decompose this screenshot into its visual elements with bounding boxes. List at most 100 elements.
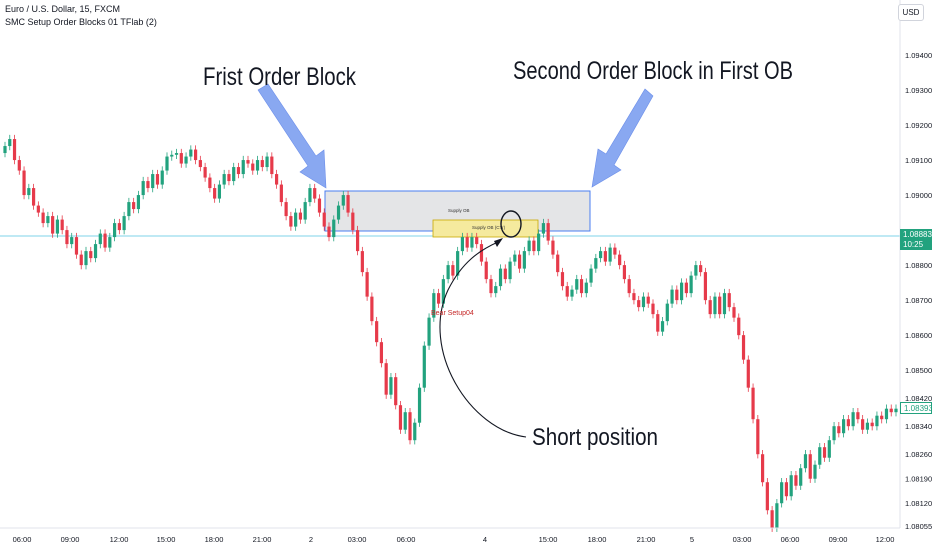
y-tick-label: 1.08500	[905, 366, 932, 375]
candle-body	[193, 149, 198, 161]
candle-body	[689, 275, 693, 294]
candle-body	[260, 160, 264, 168]
candle-body	[189, 149, 193, 157]
x-tick-label: 21:00	[253, 535, 272, 544]
currency-button[interactable]: USD	[898, 4, 924, 21]
candle-body	[522, 251, 526, 269]
candle-body	[456, 251, 460, 276]
candle-body	[556, 254, 560, 273]
candle-body	[265, 156, 269, 168]
candle-body	[575, 279, 579, 290]
candle-body	[613, 247, 617, 255]
candle-body	[594, 258, 598, 269]
candle-body	[103, 233, 107, 248]
candle-body	[170, 154, 174, 157]
candle-body	[222, 174, 226, 185]
candle-body	[603, 251, 607, 262]
candle-body	[775, 503, 779, 528]
candle-body	[93, 244, 98, 259]
candle-body	[780, 482, 784, 504]
x-tick-label: 09:00	[829, 535, 848, 544]
candle-body	[279, 184, 283, 203]
short-position-annotation: Short position	[532, 424, 658, 451]
candle-body	[537, 233, 541, 252]
candle-body	[203, 167, 207, 178]
candle-body	[227, 174, 231, 182]
candle-body	[274, 174, 279, 185]
x-tick-label: 03:00	[733, 535, 752, 544]
y-tick-label: 1.09100	[905, 156, 932, 165]
candle-body	[327, 226, 331, 238]
candle-body	[713, 296, 717, 315]
candle-body	[351, 212, 355, 231]
candle-body	[332, 219, 336, 238]
candle-body	[403, 412, 407, 430]
candle-body	[770, 510, 774, 528]
supply-ob-label: Supply OB	[448, 208, 470, 213]
candle-body	[146, 181, 150, 189]
candle-body	[756, 419, 760, 455]
candle-body	[132, 202, 136, 210]
candle-body	[751, 387, 755, 420]
candle-body	[270, 156, 274, 175]
candle-body	[89, 251, 93, 259]
candle-body	[8, 139, 12, 147]
x-tick-label: 06:00	[397, 535, 416, 544]
candle-body	[98, 233, 102, 245]
candle-body	[803, 454, 808, 469]
candle-body	[346, 195, 350, 213]
candle-body	[808, 454, 812, 479]
candle-body	[22, 170, 26, 196]
y-tick-label: 1.08340	[905, 422, 932, 431]
indicator-title[interactable]: SMC Setup Order Blocks 01 TFlab (2)	[5, 17, 157, 27]
candle-body	[646, 296, 650, 304]
symbol-title[interactable]: Euro / U.S. Dollar, 15, FXCM	[5, 4, 121, 14]
candle-body	[789, 475, 793, 497]
candle-body	[794, 475, 798, 486]
candle-body	[813, 464, 817, 479]
x-tick-label: 5	[690, 535, 694, 544]
x-tick-label: 18:00	[588, 535, 607, 544]
candle-body	[708, 300, 712, 315]
candle-body	[637, 300, 641, 308]
candle-body	[451, 265, 455, 276]
y-tick-label: 1.08600	[905, 331, 932, 340]
candle-body	[322, 212, 326, 227]
candle-body	[894, 408, 898, 413]
candle-body	[832, 426, 836, 441]
candle-body	[165, 156, 169, 171]
candle-body	[880, 415, 884, 420]
candle-body	[841, 419, 846, 434]
candle-body	[27, 188, 31, 196]
candle-body	[656, 314, 660, 332]
candle-body	[46, 216, 50, 224]
candle-body	[198, 160, 202, 168]
candle-body	[432, 293, 436, 318]
candle-body	[541, 223, 546, 234]
candle-body	[303, 202, 307, 220]
y-tick-label: 1.09400	[905, 51, 932, 60]
candle-body	[546, 223, 550, 241]
y-tick-label: 1.08190	[905, 475, 932, 484]
candle-body	[65, 230, 69, 245]
price-badge-current-timer: 10:25	[903, 240, 924, 249]
x-tick-label: 4	[483, 535, 487, 544]
x-tick-label: 06:00	[781, 535, 800, 544]
y-tick-label: 1.08800	[905, 261, 932, 270]
candle-body	[379, 342, 384, 364]
candle-body	[441, 279, 445, 304]
y-tick-label: 1.09200	[905, 121, 932, 130]
candle-body	[861, 419, 865, 430]
candle-body	[608, 247, 612, 262]
candle-body	[174, 153, 179, 155]
candle-body	[213, 188, 217, 199]
candle-body	[722, 293, 727, 315]
bear-setup-label: Bear Setup04	[431, 310, 474, 317]
candle-body	[151, 174, 155, 189]
candle-body	[236, 167, 241, 175]
candle-body	[851, 412, 855, 427]
candle-body	[427, 317, 431, 346]
candle-body	[384, 363, 388, 395]
